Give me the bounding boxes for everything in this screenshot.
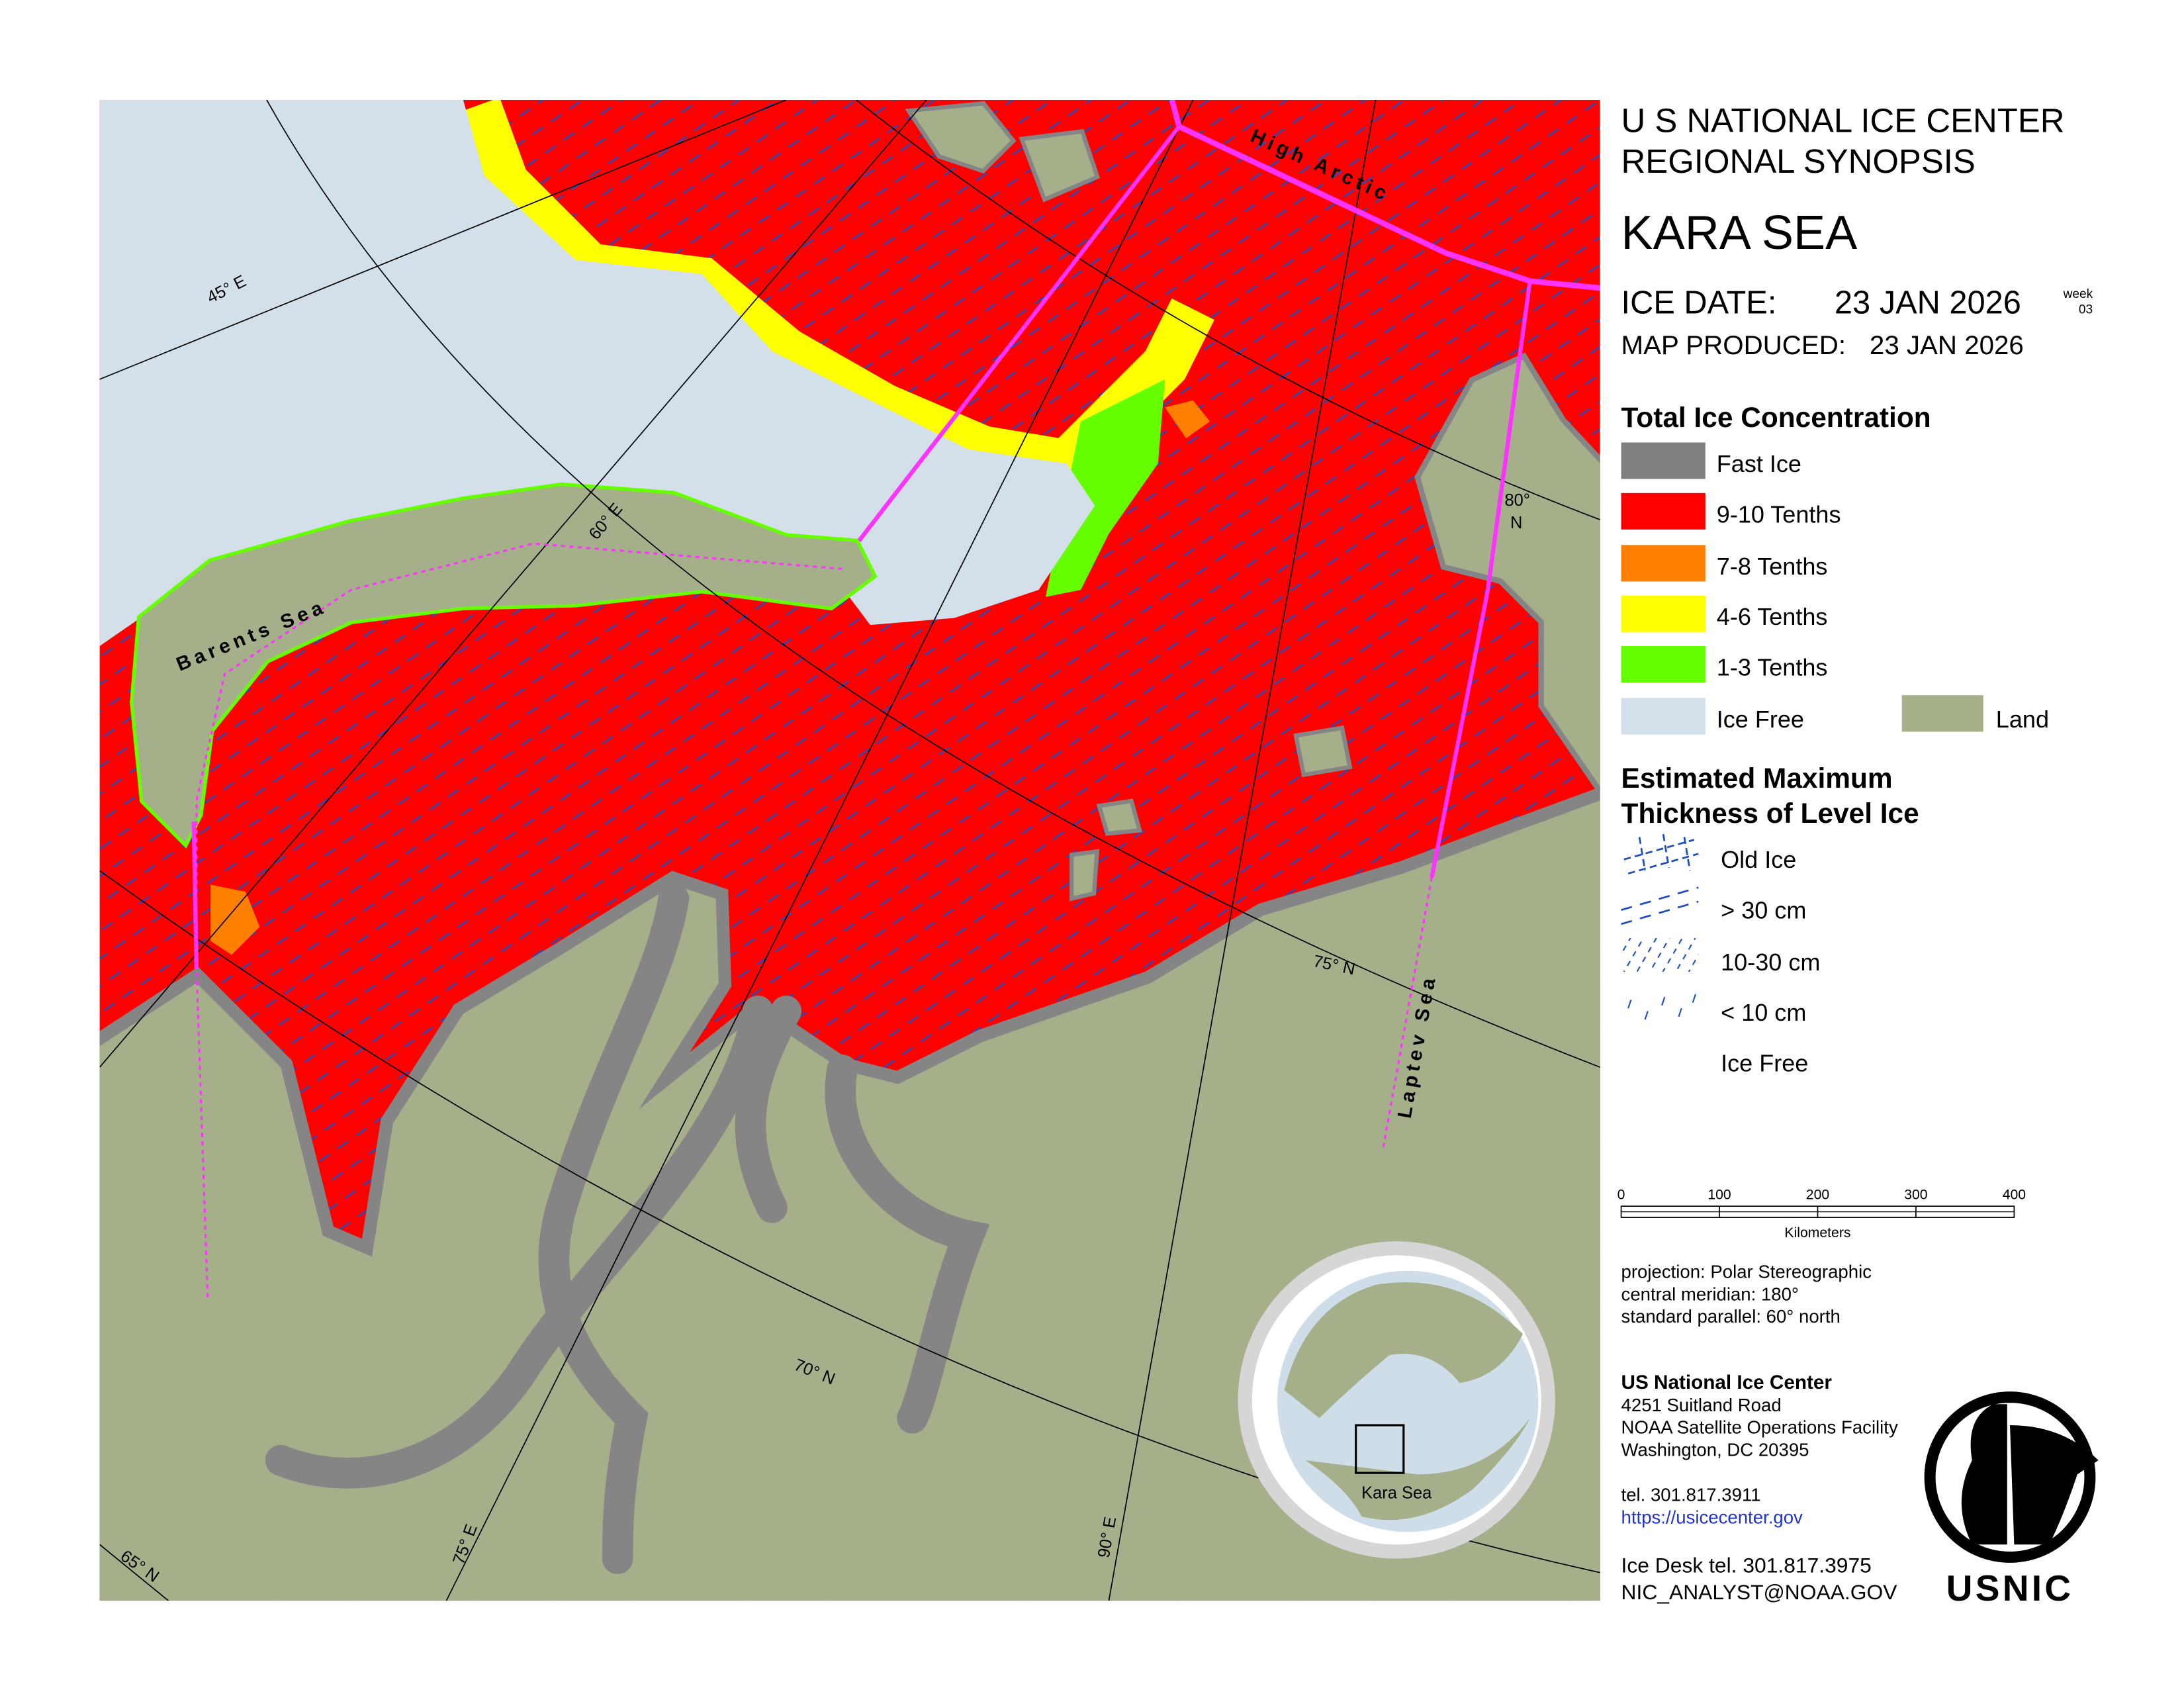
swatch <box>1621 595 1706 632</box>
legend-title: Total Ice Concentration <box>1621 402 1931 433</box>
contact-address: NOAA Satellite Operations Facility <box>1621 1417 1898 1438</box>
legend-label: 7-8 Tenths <box>1717 553 1828 580</box>
logo-bear <box>2010 1425 2099 1545</box>
logo-penguin <box>1961 1404 2007 1545</box>
projection-line: central meridian: 180° <box>1621 1284 1799 1304</box>
projection-line: projection: Polar Stereographic <box>1621 1261 1872 1282</box>
contact-desk: Ice Desk tel. 301.817.3975 <box>1621 1554 1872 1577</box>
inset-land <box>1284 1282 1524 1419</box>
region-boundaries <box>191 99 1600 1299</box>
scale-label: 200 <box>1806 1188 1829 1203</box>
concentration-legend: Total Ice Concentration Fast Ice 9-10 Te… <box>1621 402 2049 735</box>
logo-text: USNIC <box>1946 1568 2074 1609</box>
scale-label: 0 <box>1617 1188 1625 1203</box>
legend-label: 4-6 Tenths <box>1717 603 1828 630</box>
legend-label: < 10 cm <box>1721 999 1806 1026</box>
logo: USNIC <box>1924 1391 2099 1609</box>
scale-label: 100 <box>1707 1188 1731 1203</box>
symbol-old-ice <box>1623 833 1699 874</box>
estuaries <box>265 883 990 1574</box>
contact-name: US National Ice Center <box>1621 1372 1833 1393</box>
logo-ring <box>1924 1391 2096 1563</box>
inset-box <box>1355 1424 1405 1474</box>
legend-label: Old Ice <box>1721 846 1796 873</box>
map: 45° E 60° E 75° E 90° E 75° N 70° N 65° … <box>99 99 1600 1601</box>
org-title: REGIONAL SYNOPSIS <box>1621 142 1976 180</box>
contact-address: Washington, DC 20395 <box>1621 1440 1809 1460</box>
legend-label: Ice Free <box>1717 706 1804 733</box>
contact-email: NIC_ANALYST@NOAA.GOV <box>1621 1580 1898 1604</box>
swatch <box>1901 695 1983 732</box>
legend-label: Fast Ice <box>1717 450 1801 477</box>
legend-label: 9-10 Tenths <box>1717 500 1841 528</box>
graticule-label: 80° <box>1505 491 1530 510</box>
contact-url[interactable]: https://usicecenter.gov <box>1621 1507 1803 1527</box>
islands <box>905 101 1353 902</box>
ice-date-label: ICE DATE: <box>1621 285 1777 320</box>
produced-date: 23 JAN 2026 <box>1870 330 2024 360</box>
scale-bar: 0 100 200 300 400 Kilometers <box>1617 1188 2026 1241</box>
graticule-label: N <box>1510 514 1522 532</box>
legend-label: > 30 cm <box>1721 896 1806 923</box>
region-title: KARA SEA <box>1621 207 1858 259</box>
swatch <box>1621 645 1706 683</box>
legend-title: Estimated Maximum <box>1621 763 1893 794</box>
legend-title: Thickness of Level Ice <box>1621 798 1919 829</box>
thickness-legend: Estimated Maximum Thickness of Level Ice… <box>1621 763 1919 1077</box>
legend-label: 1-3 Tenths <box>1717 654 1828 681</box>
inset-land <box>1305 1418 1530 1521</box>
inset-map: Kara Sea <box>1238 1241 1555 1559</box>
week: 03 <box>2079 303 2093 316</box>
produced-label: MAP PRODUCED: <box>1621 330 1846 360</box>
scale-label: 300 <box>1904 1188 1927 1203</box>
legend-label: Ice Free <box>1721 1050 1808 1077</box>
org-title: U S NATIONAL ICE CENTER <box>1621 102 2065 140</box>
symbol-medium <box>1621 938 1699 972</box>
week-label: week <box>2063 287 2093 301</box>
header: U S NATIONAL ICE CENTER REGIONAL SYNOPSI… <box>1621 102 2093 360</box>
swatch <box>1621 545 1706 582</box>
ice-7-8 <box>210 884 260 955</box>
scale-label: 400 <box>2003 1188 2026 1203</box>
scale-unit: Kilometers <box>1784 1225 1850 1241</box>
novaya-zemlya <box>130 482 878 849</box>
swatch <box>1621 442 1706 479</box>
ice-7-8 <box>1165 400 1210 439</box>
scale-ticks <box>1719 1206 1917 1218</box>
projection-line: standard parallel: 60° north <box>1621 1306 1841 1327</box>
contact: US National Ice Center 4251 Suitland Roa… <box>1621 1372 1898 1604</box>
symbol-thick <box>1621 886 1699 925</box>
symbol-thin <box>1627 994 1696 1020</box>
ice-date: 23 JAN 2026 <box>1835 285 2021 320</box>
projection: projection: Polar Stereographic central … <box>1621 1261 1872 1327</box>
inset-label: Kara Sea <box>1361 1483 1432 1502</box>
mainland <box>99 786 1600 1601</box>
legend-label: 10-30 cm <box>1721 949 1820 976</box>
ice-free <box>99 99 1095 646</box>
ice-1-3 <box>1046 379 1165 597</box>
contact-tel: tel. 301.817.3911 <box>1621 1485 1761 1505</box>
legend-label: Land <box>1996 706 2049 733</box>
severnaya-zemlya <box>1414 352 1600 796</box>
swatch <box>1621 492 1706 530</box>
contact-address: 4251 Suitland Road <box>1621 1395 1782 1415</box>
swatch <box>1621 698 1706 735</box>
